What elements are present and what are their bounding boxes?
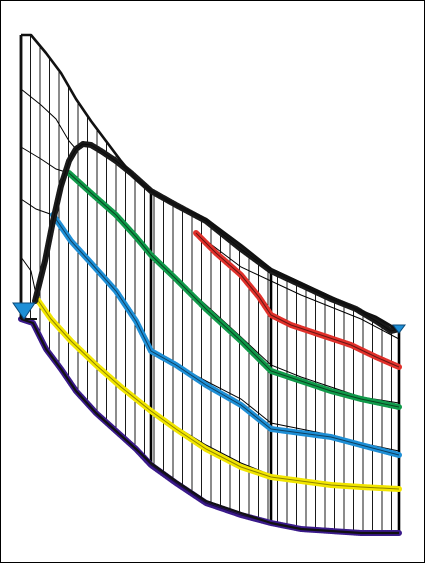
bottom-surface-outline <box>20 317 399 535</box>
contour-line <box>20 198 54 216</box>
red-curve-core <box>195 232 400 368</box>
contour-line <box>150 254 400 404</box>
contour-line <box>20 88 77 150</box>
contour-line <box>20 146 70 174</box>
yellow-curve-core <box>36 298 400 490</box>
right-water-level-marker <box>392 324 406 334</box>
top-surface-outline <box>21 33 400 333</box>
red-curve <box>193 230 402 370</box>
green-curve-core <box>68 172 400 408</box>
end-markers <box>12 302 406 334</box>
grid-lines <box>19 35 401 533</box>
blue-curve-core <box>52 214 400 456</box>
contour-line <box>195 232 400 340</box>
outline <box>19 33 400 535</box>
left-water-level-marker <box>12 302 36 320</box>
